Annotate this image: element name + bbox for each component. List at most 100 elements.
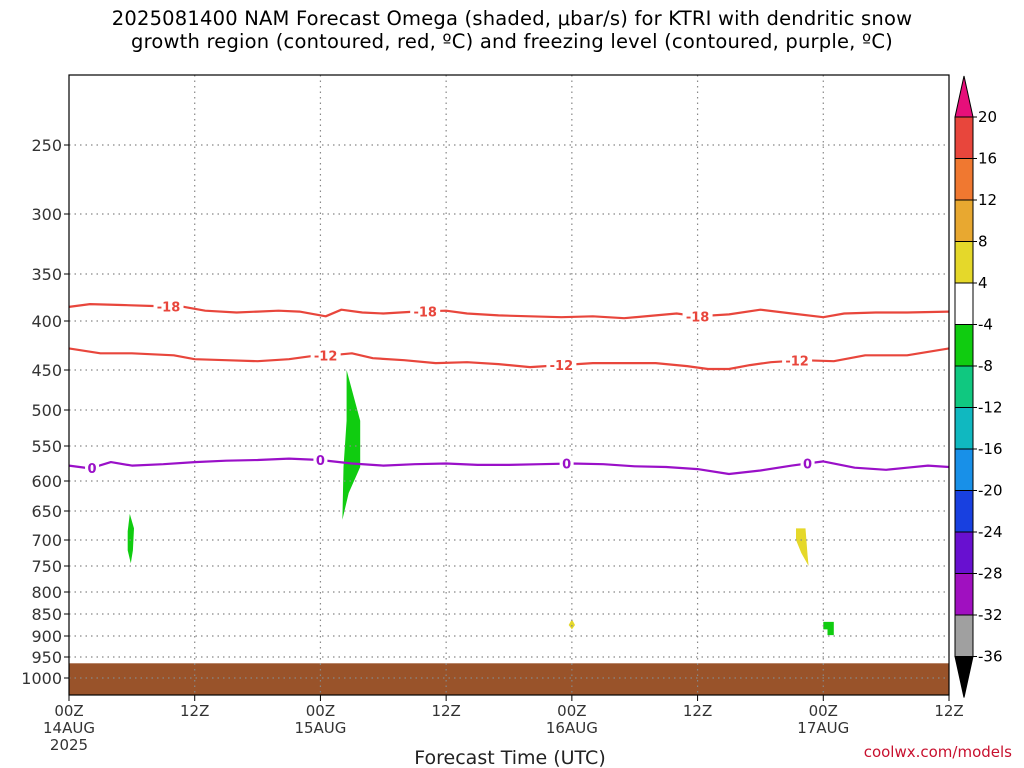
contour-label-2-3: 0 [803,458,812,473]
y-tick-label-300: 300 [31,205,62,224]
contour-label-bg-1-0 [310,347,341,363]
colorbar-bottom-arrow [954,656,974,698]
chart-title-line-1: 2025081400 NAM Forecast Omega (shaded, μ… [111,7,913,30]
x-tick-label-2-2: 15AUG [294,719,346,737]
below-ground-fill [69,663,949,695]
colorbar-box-12 [954,614,974,657]
colorbar-label--12: -12 [978,399,1003,417]
contour-label-bg-1-1 [546,357,577,373]
colorbar-box-9 [954,490,974,533]
colorbar-top-arrow [954,75,974,118]
colorbar-box-7 [954,407,974,450]
contour-label-2-2: 0 [562,458,571,473]
y-tick-label-650: 650 [31,502,62,521]
y-tick-label-250: 250 [31,136,62,155]
contour-label-1-1: -12 [550,359,574,374]
omega-region-0 [127,513,134,564]
colorbar-label-4: 4 [978,274,988,292]
colorbar-box-3 [954,241,974,284]
y-tick-label-900: 900 [31,627,62,646]
contour-layer: -18 -18 -18 -12 -12 -12 0 0 0 0 [68,298,950,477]
omega-region-2 [568,619,575,630]
y-tick-label-950: 950 [31,648,62,667]
grid-lines [69,75,949,695]
x-tick-label-0-1: 00Z [54,702,83,720]
contour-label-bg-0-1 [410,303,441,319]
colorbar-box-11 [954,573,974,616]
colorbar-label--4: -4 [978,316,993,334]
y-tick-label-700: 700 [31,531,62,550]
colorbar-box-4 [954,282,974,325]
contour-label-bg-2-3 [800,455,815,471]
contour-label-2-1: 0 [316,454,325,469]
contour-label-bg-0-2 [682,308,713,324]
x-tick-label-4-2: 16AUG [546,719,598,737]
contour-line-2 [68,457,950,476]
chart-title-line-2: growth region (contoured, red, ºC) and f… [131,30,893,53]
colorbar-box-5 [954,324,974,367]
x-tick-label-3-1: 12Z [431,702,460,720]
contour-label-1-2: -12 [785,355,809,370]
colorbar: 20 16 12 8 4 -4 -8 -12 -16 -20 -24 -28 -32 -36 [954,75,1003,698]
colorbar-box-8 [954,448,974,491]
colorbar-box-2 [954,199,974,242]
colorbar-label-12: 12 [978,191,997,209]
x-axis-title: Forecast Time (UTC) [414,747,605,768]
colorbar-box-10 [954,531,974,574]
plot-area [69,75,949,695]
y-tick-label-400: 400 [31,312,62,331]
y-tick-label-550: 550 [31,437,62,456]
colorbar-label--32: -32 [978,606,1003,624]
y-tick-label-450: 450 [31,361,62,380]
y-tick-label-350: 350 [31,265,62,284]
omega-region-3 [796,528,809,566]
x-tick-label-6-1: 00Z [809,702,838,720]
colorbar-label-16: 16 [978,150,997,168]
contour-line-0 [68,303,950,320]
contour-line-1 [68,347,950,371]
omega-shaded-layer [127,370,834,636]
contour-label-1-0: -12 [314,350,338,365]
y-tick-label-800: 800 [31,583,62,602]
x-tick-label-7-1: 12Z [934,702,963,720]
colorbar-box-1 [954,158,974,201]
y-tick-label-750: 750 [31,557,62,576]
x-tick-label-1-1: 12Z [180,702,209,720]
y-tick-label-500: 500 [31,401,62,420]
contour-label-0-0: -18 [157,300,181,315]
colorbar-label--16: -16 [978,440,1003,458]
x-tick-label-2-1: 00Z [306,702,335,720]
colorbar-label--28: -28 [978,565,1003,583]
colorbar-box-0 [954,116,974,159]
contour-label-bg-1-2 [782,352,813,368]
y-axis: 250 300 350 400 450 500 550 600 650 700 750 800 850 9… [21,136,69,688]
contour-label-0-1: -18 [413,305,437,320]
colorbar-label-8: 8 [978,233,988,251]
contour-label-0-2: -18 [686,310,710,325]
omega-region-1 [342,370,361,520]
y-tick-label-1000: 1000 [21,669,62,688]
colorbar-label--36: -36 [978,648,1003,666]
contour-label-bg-2-1 [313,452,328,467]
y-tick-label-600: 600 [31,472,62,491]
plot-frame [68,74,950,696]
y-tick-label-850: 850 [31,605,62,624]
colorbar-label--8: -8 [978,357,993,375]
omega-region-4 [823,621,834,636]
colorbar-label-20: 20 [978,108,997,126]
contour-label-2-0: 0 [88,462,97,477]
x-tick-label-5-1: 12Z [683,702,712,720]
x-tick-label-0-3: 2025 [50,736,88,754]
x-tick-label-6-2: 17AUG [797,719,849,737]
x-tick-label-0-2: 14AUG [43,719,95,737]
colorbar-box-6 [954,365,974,408]
x-tick-label-4-1: 00Z [557,702,586,720]
contour-label-bg-2-2 [559,455,574,471]
contour-label-bg-0-0 [153,298,184,314]
credit-link[interactable]: coolwx.com/models [864,743,1012,761]
colorbar-label--20: -20 [978,482,1003,500]
contour-label-bg-2-0 [85,459,100,475]
